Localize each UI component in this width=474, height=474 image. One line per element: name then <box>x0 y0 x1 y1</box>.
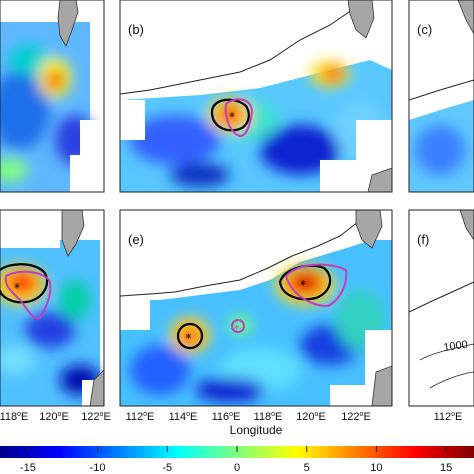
panel-c-coastline <box>409 79 474 101</box>
panel-d-x-tick: 118oE <box>0 411 28 423</box>
panel-d-land-2 <box>89 369 104 406</box>
panel-f-label: (f) <box>417 232 429 247</box>
panel-d-magenta-contour <box>4 270 52 320</box>
panel-e-x-tick: 112oE <box>126 411 155 423</box>
panel-e-magenta-contour-1 <box>231 319 245 333</box>
colorbar-tick-label: 10 <box>370 462 382 474</box>
panel-e-magenta-contour-2 <box>284 263 348 308</box>
panel-e-star-2: * <box>234 324 239 335</box>
panel-b-land-south <box>367 167 392 192</box>
x-tick-labels: 118oE 120oE 122oE 112oE 114oE 116oE 118oE 120oE… <box>0 411 462 423</box>
panel-b-magenta-contour <box>224 98 254 138</box>
panel-e-x-tick: 114oE <box>169 411 198 423</box>
panel-f-depth-contour <box>419 343 474 361</box>
panel-f: 1000 (f) <box>408 209 474 407</box>
panel-b: * (b) <box>119 0 393 193</box>
panel-e: * * * (e) <box>119 209 393 407</box>
panel-e-coastline <box>120 210 371 297</box>
panel-e-label: (e) <box>128 232 144 247</box>
panel-d-field <box>0 210 104 406</box>
panel-d-star: * <box>14 281 20 295</box>
panel-e-land-south <box>371 365 392 406</box>
panel-c-field <box>409 100 474 192</box>
panel-b-land <box>347 0 375 39</box>
colorbar-tick-label: 15 <box>440 462 452 474</box>
colorbar-tick-label: 0 <box>234 462 240 474</box>
panel-c-label: (c) <box>417 22 432 37</box>
panel-d-x-tick: 120oE <box>39 411 69 423</box>
colorbar-tick-label: -10 <box>90 462 106 474</box>
panel-f-contour-label: 1000 <box>443 339 469 354</box>
panel-a-field <box>0 0 104 192</box>
panel-c-land <box>457 0 474 35</box>
colorbar-ticks: -15 -10 -5 0 5 10 15 <box>20 446 452 474</box>
panel-b-label: (b) <box>128 22 144 37</box>
panel-d: * <box>0 209 105 407</box>
panel-c: (c) <box>408 0 474 193</box>
panel-d-land <box>61 210 85 257</box>
panel-f-x-tick: 112oE <box>434 411 463 423</box>
panel-e-land <box>355 210 383 249</box>
colorbar-tick-label: -5 <box>162 462 172 474</box>
panel-a <box>0 0 105 193</box>
panel-f-land <box>459 210 474 241</box>
panel-e-black-contour-1 <box>176 322 204 350</box>
panel-d-black-contour <box>0 263 49 304</box>
panel-e-x-tick: 116oE <box>212 411 241 423</box>
panel-e-x-tick: 122oE <box>341 411 371 423</box>
panel-f-coastline <box>409 281 474 313</box>
panel-b-black-contour <box>210 98 250 132</box>
colorbar: -15 -10 -5 0 5 10 15 <box>0 446 474 474</box>
panel-e-x-tick: 120oE <box>296 411 326 423</box>
panel-f-depth-contour-2 <box>429 371 474 389</box>
panel-d-x-tick: 122oE <box>81 411 111 423</box>
panel-a-land <box>57 0 79 47</box>
colorbar-tick-label: 5 <box>304 462 310 474</box>
colorbar-tick-label: -15 <box>20 462 36 474</box>
x-axis-label: Longitude <box>230 423 283 437</box>
panel-e-star-3: * <box>300 278 306 292</box>
panel-e-star-1: * <box>185 332 192 347</box>
panel-e-x-tick: 118oE <box>254 411 283 423</box>
panel-b-star: * <box>229 110 235 124</box>
